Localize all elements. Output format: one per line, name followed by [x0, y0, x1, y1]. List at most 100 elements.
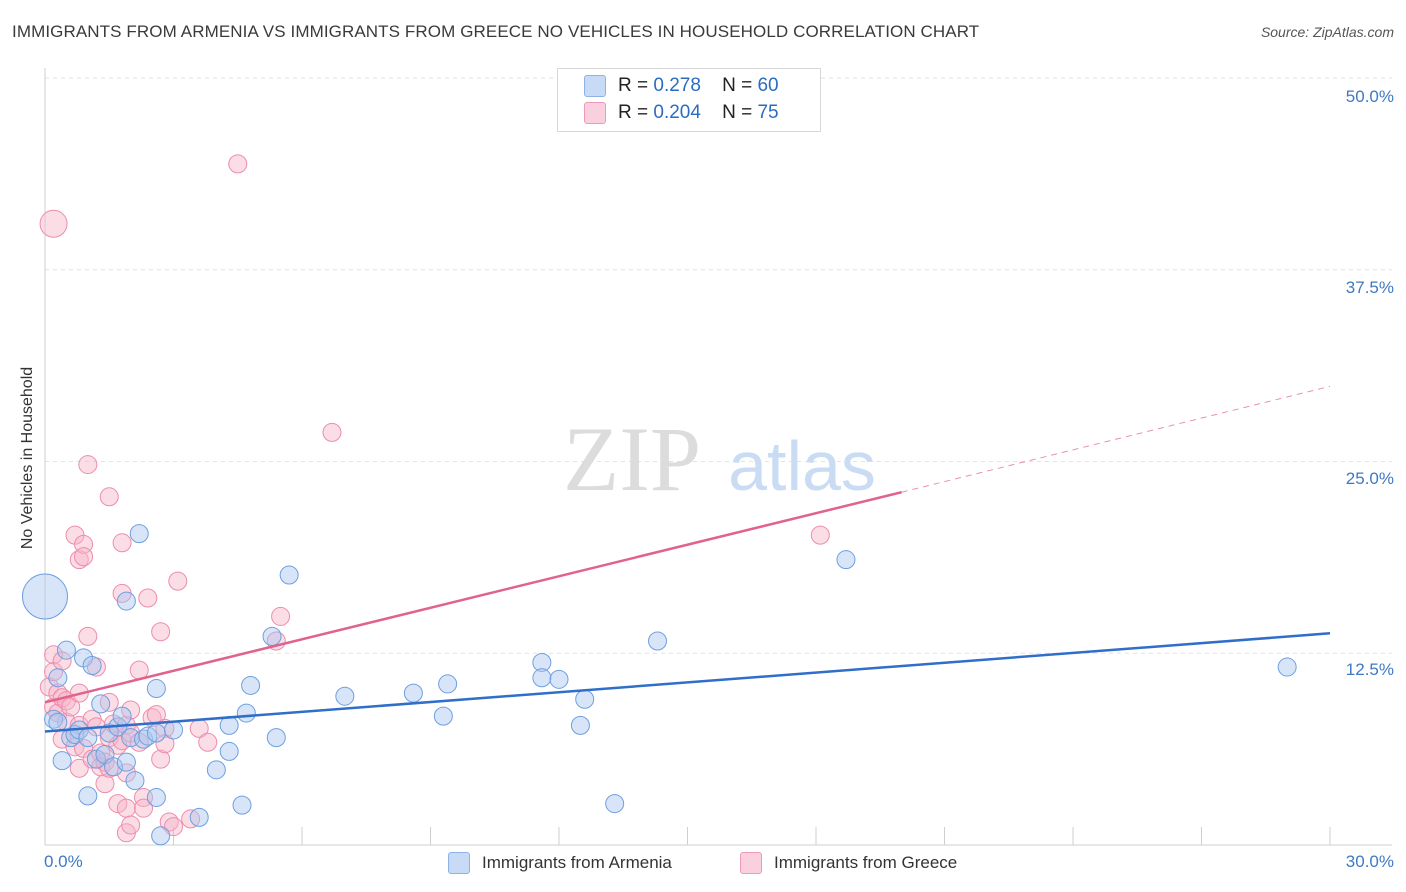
data-point-armenia [836, 550, 856, 570]
data-point-greece [198, 732, 218, 752]
data-point-armenia [648, 631, 668, 651]
data-point-armenia [532, 668, 552, 688]
data-point-armenia [146, 723, 166, 743]
y-tick-label: 25.0% [1345, 469, 1394, 488]
data-point-armenia [1277, 657, 1297, 677]
data-point-armenia [189, 807, 209, 827]
data-point-armenia [86, 749, 106, 769]
n-label: N = [722, 102, 753, 123]
data-point-armenia [532, 652, 552, 672]
watermark-atlas: atlas [728, 427, 876, 505]
data-point-greece [95, 774, 115, 794]
data-point-greece [151, 622, 171, 642]
data-point-armenia [549, 669, 569, 689]
data-point-armenia [48, 712, 68, 732]
data-points [22, 154, 1297, 846]
data-point-greece [116, 798, 136, 818]
data-point-greece [78, 626, 98, 646]
data-point-armenia [438, 674, 458, 694]
data-point-armenia [112, 706, 132, 726]
correlation-legend: R = 0.278 N = 60 R = 0.204 N = 75 [557, 68, 821, 132]
data-point-greece [228, 154, 248, 174]
data-point-armenia [146, 787, 166, 807]
data-point-greece [810, 525, 830, 545]
legend-item-armenia: Immigrants from Armenia [448, 852, 672, 874]
data-point-armenia [279, 565, 299, 585]
data-point-armenia [219, 741, 239, 761]
legend-swatch-armenia [448, 852, 470, 874]
data-point-armenia [206, 760, 226, 780]
data-point-armenia [116, 752, 136, 772]
data-point-armenia [48, 668, 68, 688]
watermark-zip: ZIP [563, 408, 701, 510]
y-axis-label: No Vehicles in Household [19, 366, 36, 550]
data-point-armenia [116, 591, 136, 611]
y-tick-label: 50.0% [1345, 87, 1394, 106]
data-point-greece [271, 606, 291, 626]
r-label: R = [618, 102, 649, 123]
data-point-armenia [236, 703, 256, 723]
data-point-greece [99, 487, 119, 507]
data-point-greece [322, 422, 342, 442]
chart-title: IMMIGRANTS FROM ARMENIA VS IMMIGRANTS FR… [12, 22, 980, 41]
trend-line-armenia [44, 632, 1331, 733]
trend-line-greece-extension [901, 385, 1331, 493]
legend-label-greece: Immigrants from Greece [774, 853, 958, 872]
x-tick-label: 30.0% [1345, 852, 1394, 871]
data-point-greece [168, 571, 188, 591]
axes [44, 68, 1392, 846]
data-point-armenia [125, 771, 145, 791]
data-point-greece [164, 817, 183, 837]
r-label: R = [618, 75, 649, 96]
data-point-greece [61, 697, 81, 717]
watermark: ZIP atlas [563, 408, 876, 510]
y-tick-label: 12.5% [1345, 660, 1394, 679]
legend-row-greece: R = 0.204 N = 75 [584, 102, 779, 124]
n-value: 60 [757, 75, 779, 96]
x-tick-label: 0.0% [44, 852, 83, 871]
gridlines [45, 77, 1392, 654]
data-point-armenia [52, 751, 72, 771]
data-point-armenia [82, 656, 102, 676]
data-point-armenia [605, 794, 625, 814]
data-point-armenia [335, 686, 355, 706]
data-point-armenia [78, 786, 98, 806]
data-point-armenia [22, 573, 68, 620]
legend-swatch-armenia [584, 75, 606, 97]
legend-item-greece: Immigrants from Greece [740, 852, 957, 874]
data-point-armenia [56, 640, 76, 660]
data-point-greece [69, 758, 89, 778]
data-point-armenia [570, 715, 590, 735]
data-point-greece [138, 588, 158, 608]
data-point-armenia [232, 795, 252, 815]
data-point-armenia [262, 626, 282, 646]
r-value: 0.204 [653, 102, 701, 123]
n-label: N = [722, 75, 753, 96]
data-point-armenia [266, 728, 286, 748]
data-point-armenia [146, 679, 166, 699]
legend-swatch-greece [740, 852, 762, 874]
legend-row-armenia: R = 0.278 N = 60 [584, 75, 779, 97]
data-point-armenia [575, 689, 595, 709]
source-label: Source: ZipAtlas.com [1260, 24, 1394, 40]
legend-swatch-greece [584, 102, 606, 124]
data-point-greece [121, 815, 141, 835]
data-point-greece [78, 455, 98, 475]
data-point-armenia [241, 675, 261, 695]
y-tick-label: 37.5% [1345, 278, 1394, 297]
trend-line-greece [44, 490, 902, 704]
r-value: 0.278 [653, 75, 701, 96]
data-point-greece [108, 794, 128, 814]
data-point-armenia [151, 826, 171, 846]
legend-label-armenia: Immigrants from Armenia [482, 853, 672, 872]
data-point-greece [74, 547, 94, 567]
data-point-armenia [164, 720, 183, 740]
data-point-greece [134, 798, 154, 818]
data-point-armenia [433, 706, 453, 726]
data-point-greece [39, 209, 68, 238]
data-point-greece [151, 749, 171, 769]
data-point-armenia [78, 728, 98, 748]
n-value: 75 [757, 102, 779, 123]
data-point-armenia [104, 757, 124, 777]
